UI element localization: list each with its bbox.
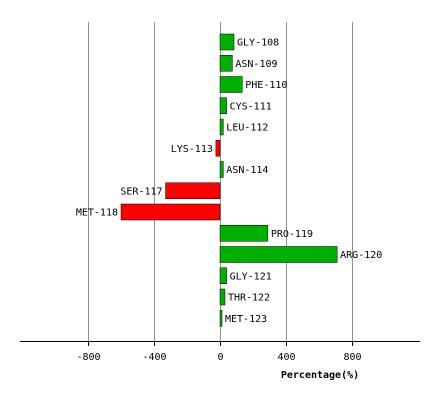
- bar-label-gly-108: GLY-108: [237, 38, 279, 49]
- bar-label-phe-110: PHE-110: [245, 80, 287, 91]
- bar-thr-122: [219, 288, 226, 306]
- x-tick-label-4: 800: [343, 352, 361, 363]
- bar-asn-114: [219, 161, 224, 178]
- bar-label-arg-120: ARG-120: [340, 250, 382, 261]
- bar-gly-121: [219, 267, 227, 284]
- bar-asn-109: [219, 55, 233, 72]
- bar-label-thr-122: THR-122: [228, 293, 270, 304]
- bar-phe-110: [219, 76, 243, 93]
- x-axis-title: Percentage(%): [281, 370, 359, 381]
- bar-label-met-118: MET-118: [76, 208, 118, 219]
- bar-pro-119: [219, 225, 269, 242]
- bar-label-lys-113: LYS-113: [171, 144, 213, 155]
- bar-leu-112: [219, 118, 224, 136]
- bar-lys-113: [215, 140, 221, 157]
- x-tick-label-2: 0: [217, 352, 223, 363]
- bar-labels: GLY-108 ASN-109 PHE-110 CYS-111 LEU-112 LYS-1…: [76, 38, 382, 325]
- x-tick-label-1: -400: [142, 352, 166, 363]
- bar-label-ser-117: SER-117: [120, 186, 162, 197]
- bar-label-gly-121: GLY-121: [230, 271, 272, 282]
- x-tick-label-3: 400: [277, 352, 295, 363]
- bar-label-asn-114: ASN-114: [226, 165, 268, 176]
- bar-label-met-123: MET-123: [225, 314, 267, 325]
- bar-label-asn-109: ASN-109: [235, 59, 277, 70]
- x-axis: -800 -400 0 400 800: [20, 341, 420, 363]
- bar-arg-120: [219, 246, 338, 263]
- bar-met-123: [219, 310, 223, 327]
- bars: [120, 33, 338, 327]
- bar-gly-108: [219, 33, 235, 51]
- bar-met-118: [120, 203, 221, 221]
- bar-label-cys-111: CYS-111: [230, 101, 272, 112]
- bar-ser-117: [165, 182, 221, 199]
- bar-label-pro-119: PRO-119: [271, 229, 313, 240]
- bar-label-leu-112: LEU-112: [226, 123, 268, 134]
- bar-cys-111: [219, 97, 227, 114]
- grid-lines: [88, 22, 353, 341]
- x-tick-label-0: -800: [76, 352, 100, 363]
